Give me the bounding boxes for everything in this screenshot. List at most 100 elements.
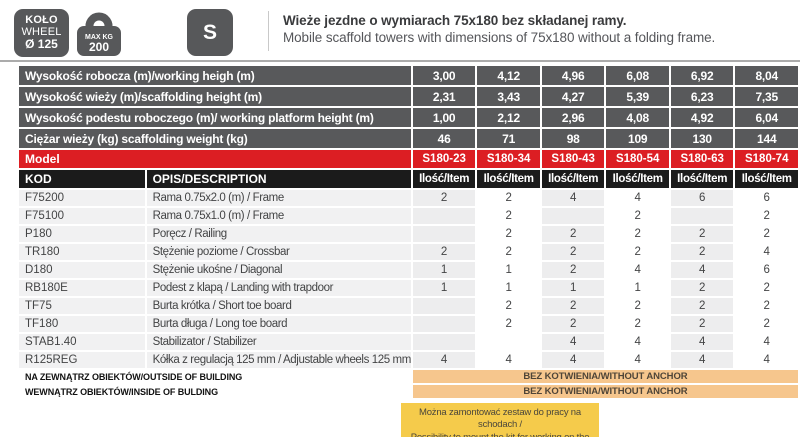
anchor-row: WEWNĄTRZ OBIEKTÓW/INSIDE OF BULDING BEZ K… (19, 385, 798, 398)
item-qty-cell: 2 (735, 208, 798, 224)
item-qty-cell: 4 (541, 190, 605, 206)
spec-value-cell: 2,31 (412, 87, 476, 106)
item-qty-cell: 4 (670, 334, 734, 350)
item-qty-cell: 4 (670, 262, 734, 278)
item-qty-cell: 4 (412, 352, 476, 368)
item-code-cell: TR180 (19, 244, 145, 260)
series-s-badge: S (187, 9, 233, 56)
item-code-cell: RB180E (19, 280, 145, 296)
spec-value-cell: 4,92 (670, 108, 734, 127)
item-description-cell: Podest z klapą / Landing with trapdoor (146, 280, 411, 296)
item-code-cell: F75100 (19, 208, 145, 224)
item-description-cell: Poręcz / Railing (146, 226, 411, 242)
wheel-badge-line3: Ø 125 (25, 37, 58, 52)
item-code-cell: R125REG (19, 352, 145, 368)
qty-header-cell: Ilość/Item (606, 170, 669, 188)
item-qty-cell: 1 (606, 280, 669, 296)
item-qty-cell: 2 (670, 298, 734, 314)
item-row: R125REG Kółka z regulacją 125 mm / Adjust… (19, 352, 798, 368)
item-qty-cell (412, 298, 476, 314)
item-qty-cell: 1 (412, 280, 476, 296)
item-row: F75200 Rama 0.75x2.0 (m) / Frame 2 2 4 4 6 6 (19, 190, 798, 206)
model-value-cell: S180-34 (477, 150, 540, 168)
qty-header-cell: Ilość/Item (670, 170, 734, 188)
wheel-diameter-badge: KOŁO WHEEL Ø 125 (14, 9, 69, 57)
item-qty-cell (412, 334, 476, 350)
item-qty-cell: 1 (477, 262, 540, 278)
wheel-badge-line2: WHEEL (21, 25, 62, 38)
item-qty-cell: 4 (606, 334, 669, 350)
item-qty-cell: 2 (606, 244, 669, 260)
anchor-label-cell: NA ZEWNĄTRZ OBIEKTÓW/OUTSIDE OF BUILDING (19, 370, 411, 383)
spec-value-cell: 4,12 (477, 66, 540, 85)
item-code-cell: STAB1.40 (19, 334, 145, 350)
spec-row: Wysokość wieży (m)/scaffolding height (m… (19, 87, 798, 106)
model-value-cell: S180-63 (670, 150, 734, 168)
item-description-cell: Burta krótka / Short toe board (146, 298, 411, 314)
spec-value-cell: 3,00 (412, 66, 476, 85)
item-qty-cell: 2 (412, 244, 476, 260)
item-qty-cell (412, 316, 476, 332)
item-qty-cell (412, 208, 476, 224)
item-qty-cell: 2 (541, 262, 605, 278)
item-qty-cell: 2 (735, 316, 798, 332)
qty-header-cell: Ilość/Item (735, 170, 798, 188)
model-value-cell: S180-74 (735, 150, 798, 168)
item-qty-cell: 2 (541, 244, 605, 260)
item-code-cell: D180 (19, 262, 145, 278)
item-qty-cell: 1 (477, 280, 540, 296)
spec-label-cell: Wysokość podestu roboczego (m)/ working … (19, 108, 411, 127)
item-qty-cell: 4 (606, 262, 669, 278)
item-row: TF180 Burta długa / Long toe board 2 2 2 2 2 (19, 316, 798, 332)
item-qty-cell: 2 (670, 244, 734, 260)
item-row: D180 Stężenie ukośne / Diagonal 1 1 2 4 4 6 (19, 262, 798, 278)
model-value-cell: S180-54 (606, 150, 669, 168)
max-kg-label: MAX KG (85, 34, 114, 41)
item-description-cell: Stężenie poziome / Crossbar (146, 244, 411, 260)
kod-header-cell: KOD (19, 170, 145, 188)
model-value-cell: S180-43 (541, 150, 605, 168)
spec-row: Ciężar wieży (kg) scaffolding weight (kg… (19, 129, 798, 148)
item-qty-cell: 2 (670, 280, 734, 296)
item-row: TF75 Burta krótka / Short toe board 2 2 2 2 2 (19, 298, 798, 314)
item-description-cell: Stężenie ukośne / Diagonal (146, 262, 411, 278)
item-qty-cell: 4 (735, 244, 798, 260)
qty-header-cell: Ilość/Item (477, 170, 540, 188)
stairs-note-line2: Possibility to mount the kit for working… (403, 432, 597, 437)
spec-row: Wysokość robocza (m)/working heigh (m) 3,… (19, 66, 798, 85)
column-header-row: KOD OPIS/DESCRIPTION Ilość/Item Ilość/Item I… (19, 170, 798, 188)
spec-value-cell: 8,04 (735, 66, 798, 85)
spec-label-cell: Wysokość wieży (m)/scaffolding height (m… (19, 87, 411, 106)
anchor-label-cell: WEWNĄTRZ OBIEKTÓW/INSIDE OF BULDING (19, 385, 411, 398)
spec-value-cell: 130 (670, 129, 734, 148)
item-qty-cell (477, 334, 540, 350)
item-qty-cell: 2 (670, 316, 734, 332)
spec-value-cell: 6,92 (670, 66, 734, 85)
item-qty-cell: 4 (735, 352, 798, 368)
spec-value-cell: 4,27 (541, 87, 605, 106)
item-qty-cell: 4 (735, 334, 798, 350)
spec-value-cell: 4,08 (606, 108, 669, 127)
item-qty-cell: 4 (477, 352, 540, 368)
page-subtitle: Mobile scaffold towers with dimensions o… (283, 30, 716, 45)
spec-value-cell: 4,96 (541, 66, 605, 85)
item-qty-cell: 4 (670, 352, 734, 368)
spec-value-cell: 109 (606, 129, 669, 148)
item-qty-cell: 2 (477, 316, 540, 332)
stairs-note-line1: Można zamontować zestaw do pracy na scho… (419, 407, 581, 431)
item-description-cell: Rama 0.75x1.0 (m) / Frame (146, 208, 411, 224)
item-qty-cell: 2 (477, 244, 540, 260)
item-qty-cell: 2 (477, 208, 540, 224)
item-qty-cell: 2 (477, 298, 540, 314)
item-qty-cell: 4 (541, 334, 605, 350)
item-qty-cell: 1 (412, 262, 476, 278)
item-qty-cell: 6 (670, 190, 734, 206)
item-qty-cell: 2 (541, 316, 605, 332)
anchor-value-cell: BEZ KOTWIENIA/WITHOUT ANCHOR (412, 370, 798, 383)
item-description-cell: Kółka z regulacją 125 mm / Adjustable wh… (146, 352, 411, 368)
spec-row: Wysokość podestu roboczego (m)/ working … (19, 108, 798, 127)
item-code-cell: P180 (19, 226, 145, 242)
model-row: Model S180-23 S180-34 S180-43 S180-54 S180-63… (19, 150, 798, 168)
item-qty-cell: 2 (477, 190, 540, 206)
